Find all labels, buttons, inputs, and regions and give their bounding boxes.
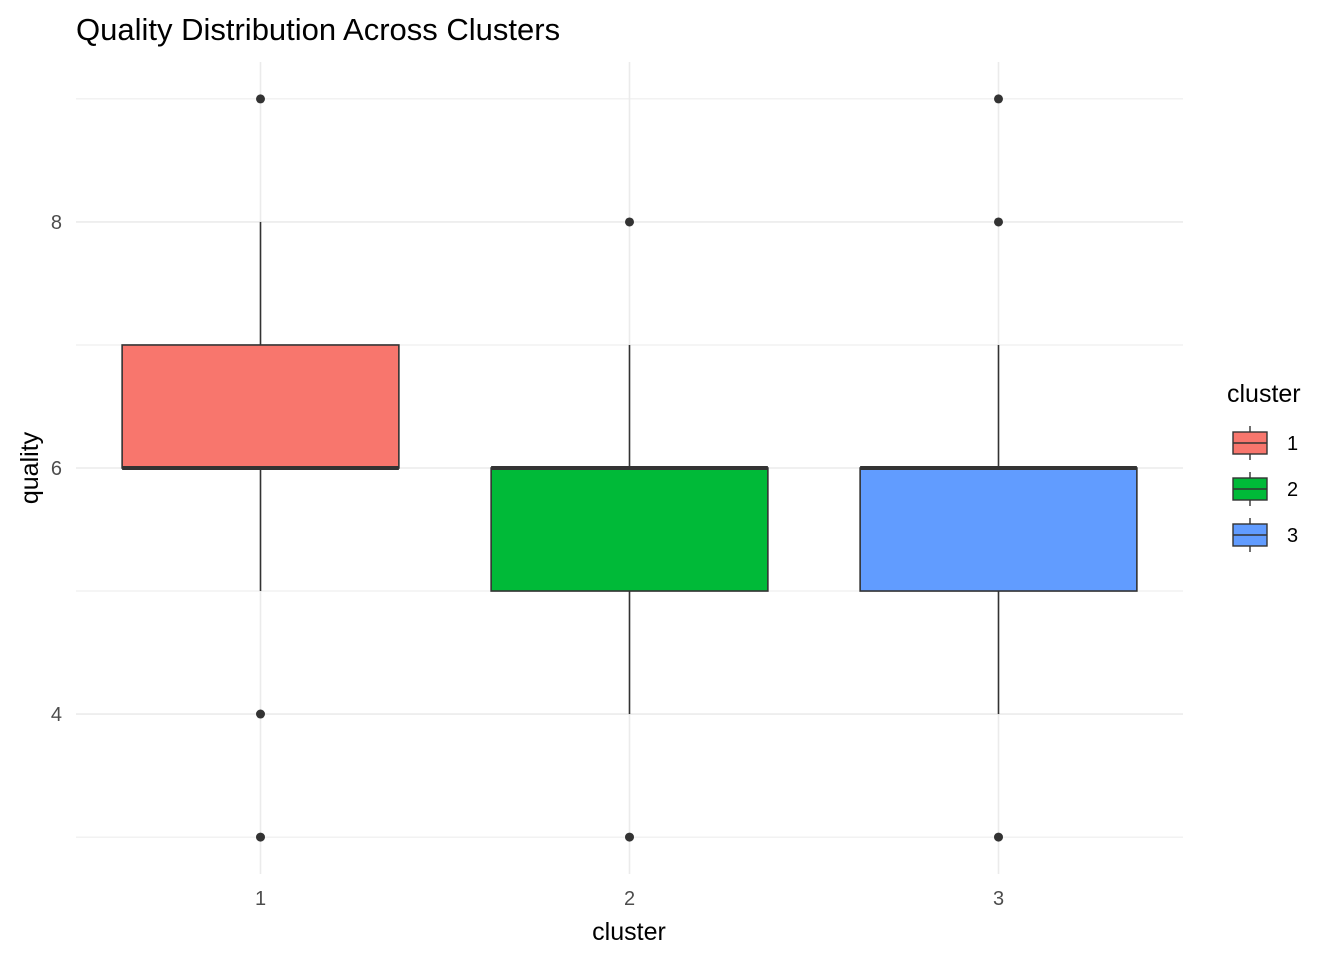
outlier-point [256,709,265,719]
box-cluster-1 [121,94,400,842]
legend-item-3: 3 [1232,518,1298,552]
box-body [859,467,1138,592]
legend-label: 1 [1287,433,1298,455]
chart-title: Quality Distribution Across Clusters [76,12,560,47]
outlier-point [625,832,634,842]
outlier-point [994,832,1003,842]
legend: cluster 1 2 3 [1227,380,1301,552]
x-tick-label: 2 [624,888,635,910]
boxes [121,94,1138,842]
y-tick-label: 4 [51,704,62,726]
legend-label: 3 [1287,525,1298,547]
y-tick-label: 8 [51,212,62,234]
x-tick-labels: 1 2 3 [255,888,1004,910]
x-axis-title: cluster [592,918,666,946]
legend-entries: 1 2 3 [1232,426,1298,552]
box-body [121,344,400,469]
outlier-point [994,94,1003,104]
box-cluster-3 [859,94,1138,842]
y-tick-labels: 4 6 8 [51,212,62,726]
legend-item-1: 1 [1232,426,1298,460]
box-body [490,467,769,592]
outlier-point [256,94,265,104]
legend-item-2: 2 [1232,472,1298,506]
x-tick-label: 1 [255,888,266,910]
y-axis-title: quality [16,431,44,504]
outlier-point [625,217,634,227]
outlier-point [256,832,265,842]
legend-title: cluster [1227,380,1301,408]
legend-label: 2 [1287,479,1298,501]
outlier-point [994,217,1003,227]
box-cluster-2 [490,217,769,842]
x-tick-label: 3 [993,888,1004,910]
y-tick-label: 6 [51,458,62,480]
